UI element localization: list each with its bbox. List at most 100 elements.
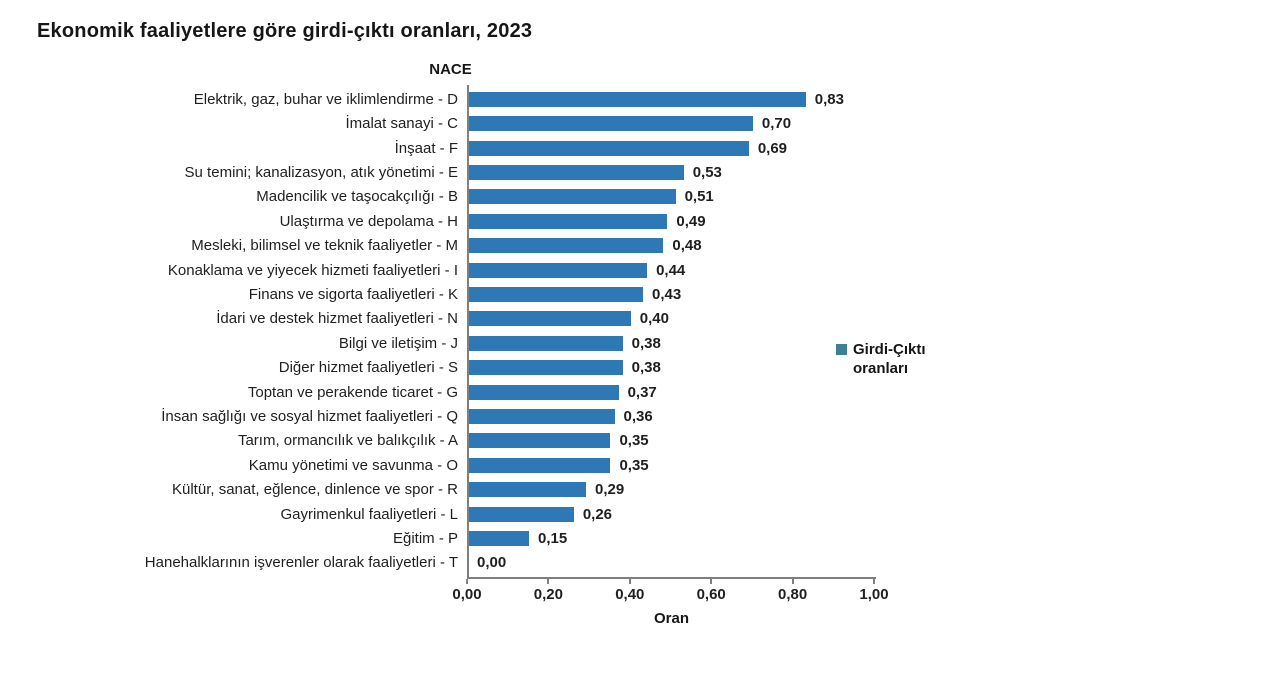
x-tick-label: 0,60 [696,586,726,603]
x-axis-ticks: 0,00 0,20 0,40 0,60 0,80 1,00 [452,579,889,619]
category-label: İnsan sağlığı ve sosyal hizmet faaliyetl… [161,407,458,425]
value-label: 0,35 [619,432,649,450]
value-label: 0,44 [656,261,686,279]
category-label: Bilgi ve iletişim - J [338,334,458,352]
bar [468,189,676,205]
value-label: 0,48 [672,237,702,255]
chart-row: Diğer hizmet faaliyetleri - S 0,38 [0,355,1100,379]
category-label: Gayrimenkul faaliyetleri - L [280,505,458,523]
bar [468,140,749,156]
bar [468,506,574,522]
chart-row: Su temini; kanalizasyon, atık yönetimi -… [0,160,1100,184]
y-axis-title: NACE [429,61,472,78]
chart-row: Eğitim - P 0,15 [0,526,1100,550]
value-label: 0,49 [676,212,706,230]
bar [468,335,623,351]
bar [468,238,664,254]
category-label: İmalat sanayi - C [345,115,458,133]
x-tick-mark [710,579,713,584]
chart-row: Konaklama ve yiyecek hizmeti faaliyetler… [0,258,1100,282]
chart-row: Elektrik, gaz, buhar ve iklimlendirme - … [0,87,1100,111]
chart-row: İnsan sağlığı ve sosyal hizmet faaliyetl… [0,404,1100,428]
bar [468,360,623,376]
value-label: 0,00 [477,554,507,572]
bar [468,433,611,449]
category-label: Eğitim - P [392,530,458,548]
category-label: Diğer hizmet faaliyetleri - S [278,359,458,377]
value-label: 0,70 [761,115,792,133]
bar [468,262,648,278]
value-label: 0,37 [627,383,657,401]
chart-row: Mesleki, bilimsel ve teknik faaliyetler … [0,233,1100,257]
category-label: İdari ve destek hizmet faaliyetleri - N [216,310,458,328]
category-label: Kamu yönetimi ve savunma - O [248,456,458,474]
value-label: 0,43 [652,285,682,303]
legend: Girdi-Çıktı oranları [836,340,955,378]
chart-row: Toptan ve perakende ticaret - G 0,37 [0,380,1100,404]
value-label: 0,53 [692,163,722,181]
value-label: 0,40 [639,310,669,328]
x-tick-mark [466,579,468,584]
bar [468,384,619,400]
value-label: 0,35 [619,456,649,474]
bar [468,116,753,132]
bar [468,457,611,473]
category-label: Su temini; kanalizasyon, atık yönetimi -… [184,163,458,181]
category-label: Kültür, sanat, eğlence, dinlence ve spor… [172,481,458,499]
category-label: Toptan ve perakende ticaret - G [247,383,458,401]
category-label: Finans ve sigorta faaliyetleri - K [248,285,458,303]
value-label: 0,51 [684,188,714,206]
chart-row: Kamu yönetimi ve savunma - O 0,35 [0,453,1100,477]
chart-row: Tarım, ormancılık ve balıkçılık - A 0,35 [0,429,1100,453]
x-axis-title: Oran [653,610,689,627]
category-label: Mesleki, bilimsel ve teknik faaliyetler … [191,237,458,255]
value-label: 0,29 [595,481,625,499]
chart-row: Ulaştırma ve depolama - H 0,49 [0,209,1100,233]
x-tick-label: 1,00 [859,586,889,603]
bar [468,213,668,229]
category-label: İnşaat - F [394,139,458,157]
legend-label: Girdi-Çıktı oranları [853,341,926,377]
category-label: Konaklama ve yiyecek hizmeti faaliyetler… [167,261,458,279]
chart-row: İmalat sanayi - C 0,70 [0,111,1100,135]
x-tick-label: 0,00 [452,586,482,603]
x-tick-mark [873,579,875,584]
x-axis-line [467,577,876,579]
category-label: Tarım, ormancılık ve balıkçılık - A [237,432,458,450]
category-label: Madencilik ve taşocakçılığı - B [256,188,458,206]
chart-row: Bilgi ve iletişim - J 0,38 [0,331,1100,355]
bar [468,311,631,327]
bar [468,164,684,180]
value-label: 0,26 [582,505,613,523]
value-label: 0,38 [631,334,661,352]
bar [468,286,643,302]
x-tick-mark [791,579,794,584]
category-label: Ulaştırma ve depolama - H [279,212,458,230]
chart-row: İdari ve destek hizmet faaliyetleri - N 0… [0,307,1100,331]
value-label: 0,69 [757,139,788,157]
category-label: Elektrik, gaz, buhar ve iklimlendirme - … [193,90,458,108]
chart-row: Gayrimenkul faaliyetleri - L 0,26 [0,502,1100,526]
value-label: 0,38 [631,359,661,377]
bar [468,531,530,547]
value-label: 0,15 [538,530,568,548]
chart-row: Madencilik ve taşocakçılığı - B 0,51 [0,185,1100,209]
bar [468,408,615,424]
x-tick-mark [628,579,631,584]
value-label: 0,36 [623,407,653,425]
bar [468,91,806,107]
chart-row: Finans ve sigorta faaliyetleri - K 0,43 [0,282,1100,306]
x-tick-label: 0,80 [777,586,808,603]
bar [468,482,587,498]
x-tick-mark [547,579,550,584]
chart-row: İnşaat - F 0,69 [0,136,1100,160]
value-label: 0,83 [814,90,844,108]
chart-title: Ekonomik faaliyetlere göre girdi-çıktı o… [37,20,533,42]
chart-row: Hanehalklarının işverenler olarak faaliy… [0,551,1100,575]
legend-marker-icon [836,344,847,355]
category-label: Hanehalklarının işverenler olarak faaliy… [144,554,458,572]
x-tick-label: 0,40 [615,586,645,603]
x-tick-label: 0,20 [533,586,563,603]
chart-row: Kültür, sanat, eğlence, dinlence ve spor… [0,478,1100,502]
